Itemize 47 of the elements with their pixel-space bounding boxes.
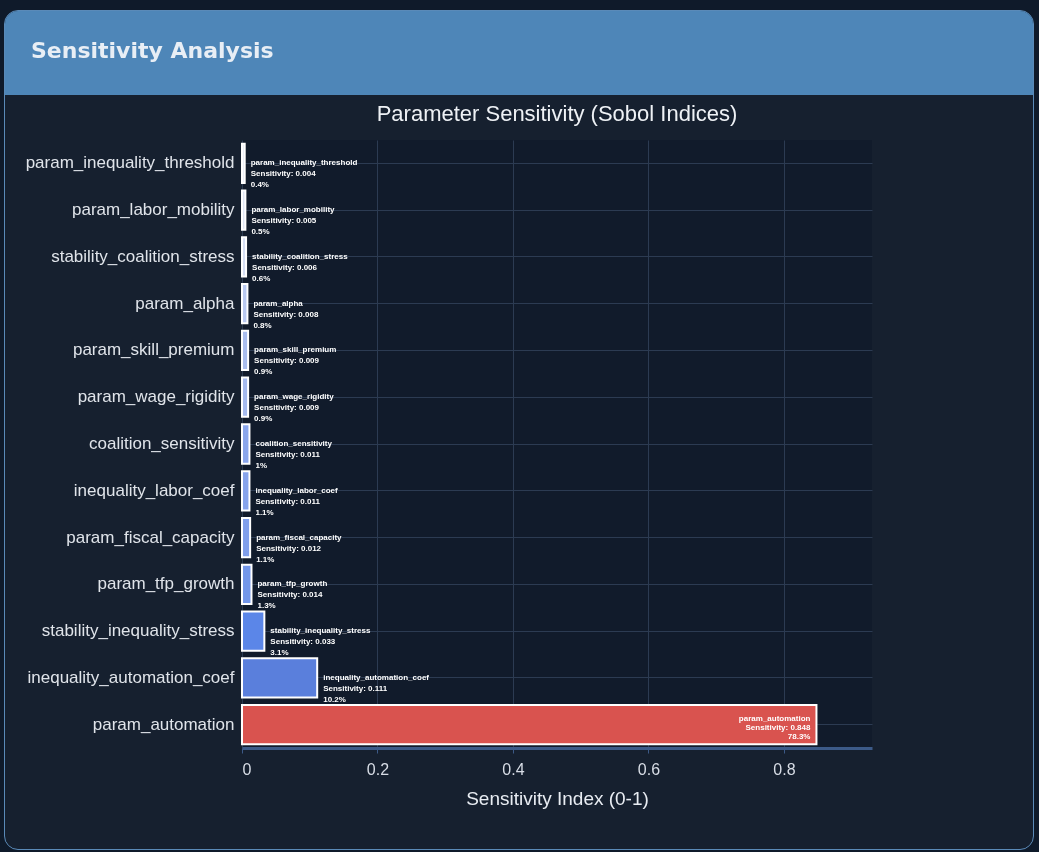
bar <box>241 189 247 231</box>
data-label: param_tfp_growth Sensitivity: 0.014 1.3% <box>257 579 328 611</box>
bar <box>241 142 246 185</box>
bar <box>241 657 319 699</box>
y-tick-label: coalition_sensitivity <box>88 434 235 453</box>
y-tick-label: param_tfp_growth <box>97 574 235 594</box>
x-tick-label: 0.4 <box>502 760 525 778</box>
x-tick-label: 0.8 <box>773 760 796 778</box>
x-tick-label: 0.6 <box>637 760 661 778</box>
bar <box>241 703 818 746</box>
y-tick-label: param_wage_rigidity <box>77 387 235 407</box>
y-tick-label: param_inequality_threshold <box>25 153 235 173</box>
y-tick-label: param_fiscal_capacity <box>66 527 235 547</box>
data-label: coalition_sensitivity Sensitivity: 0.011 1% <box>255 439 333 470</box>
data-label: param_alpha Sensitivity: 0.008 0.8% <box>253 298 319 330</box>
data-label: param_skill_premium Sensitivity: 0.009 0.9% <box>254 345 337 377</box>
bar <box>241 329 250 372</box>
bar <box>241 376 250 418</box>
y-tick-label: param_skill_premium <box>72 340 235 360</box>
data-label: param_inequality_threshold Sensitivity: 0.004 0.4% <box>250 158 358 190</box>
bar <box>241 563 253 605</box>
bar <box>241 516 252 559</box>
bar <box>241 610 266 652</box>
x-axis-title: Sensitivity Index (0-1) <box>466 787 649 809</box>
data-label: param_fiscal_capacity Sensitivity: 0.012 1.1% <box>256 532 343 564</box>
data-label: param_labor_mobility Sensitivity: 0.005 0.5% <box>251 205 336 237</box>
data-label: stability_inequality_stress Sensitivity: 0.033 3.1% <box>270 626 371 658</box>
data-label: param_automation Sensitivity: 0.848 78.3% <box>738 713 811 741</box>
y-tick-label: stability_coalition_stress <box>51 246 235 266</box>
bar <box>241 470 251 512</box>
x-tick-label: 0.2 <box>366 760 390 778</box>
y-tick-label: stability_inequality_stress <box>41 621 235 641</box>
y-tick-label: param_alpha <box>135 293 236 313</box>
bar <box>241 236 248 278</box>
chart-title: Sensitivity Analysis <box>5 11 1033 95</box>
y-tick-label: inequality_automation_coef <box>27 667 235 687</box>
x-tick-label: 0 <box>242 760 252 778</box>
bar <box>241 283 249 325</box>
data-label: stability_coalition_stress Sensitivity: 0.006 0.6% <box>252 251 349 283</box>
data-label: param_wage_rigidity Sensitivity: 0.009 0.9% <box>254 392 335 424</box>
chart-subtitle: Parameter Sensitivity (Sobol Indices) <box>376 101 738 126</box>
y-tick-label: param_automation <box>92 714 235 734</box>
y-tick-label: inequality_labor_coef <box>73 480 235 500</box>
data-label: inequality_automation_coef Sensitivity: 0.111 10.2% <box>323 672 430 704</box>
y-tick-label: param_labor_mobility <box>71 200 235 220</box>
data-label: inequality_labor_coef Sensitivity: 0.011 1.1% <box>255 485 339 517</box>
bar <box>241 423 251 465</box>
